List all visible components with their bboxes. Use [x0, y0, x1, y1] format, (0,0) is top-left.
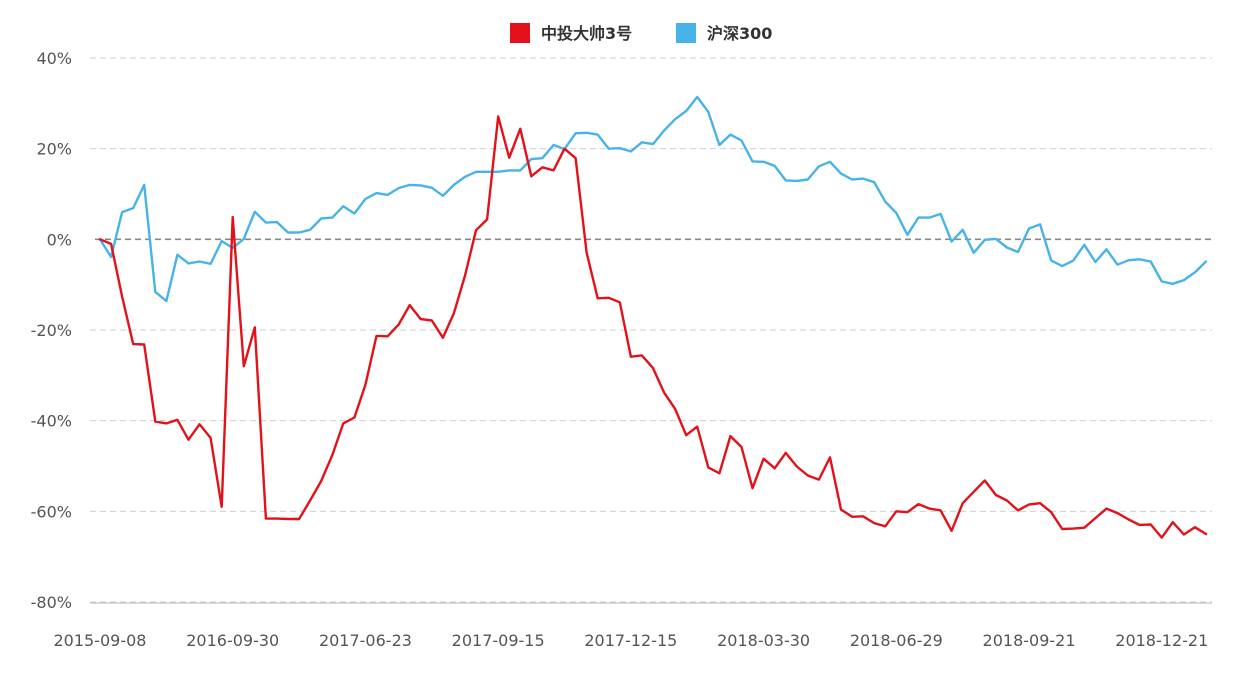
x-tick-label: 2018-12-21	[1115, 631, 1208, 650]
y-tick-label: 0%	[47, 230, 72, 249]
series-line-index	[98, 95, 1208, 303]
x-axis: 2015-09-08 2016-09-30 2017-06-23 2017-09-15…	[54, 602, 1212, 650]
y-tick-label: -60%	[31, 502, 72, 521]
legend-item[interactable]: 沪深300	[676, 23, 772, 43]
x-tick-label: 2017-09-15	[452, 631, 545, 650]
legend-swatch	[510, 23, 530, 43]
legend-label: 沪深300	[707, 24, 772, 43]
x-tick-label: 2018-06-29	[850, 631, 943, 650]
y-tick-label: -20%	[31, 321, 72, 340]
legend-swatch	[676, 23, 696, 43]
legend-label: 中投大帅3号	[541, 24, 632, 43]
grid-lines	[90, 57, 1212, 603]
x-tick-label: 2018-09-21	[983, 631, 1076, 650]
y-tick-label: 20%	[36, 140, 72, 159]
legend-item[interactable]: 中投大帅3号	[510, 23, 632, 43]
y-tick-label: -80%	[31, 593, 72, 612]
x-tick-label: 2016-09-30	[186, 631, 279, 650]
series-lines	[98, 95, 1208, 539]
x-tick-label: 2015-09-08	[54, 631, 147, 650]
series-line-fund	[98, 115, 1208, 539]
y-tick-label: -40%	[31, 412, 72, 431]
x-tick-label: 2018-03-30	[717, 631, 810, 650]
x-tick-label: 2017-06-23	[319, 631, 412, 650]
y-axis: 40% 20% 0% -20% -40% -60% -80%	[31, 49, 72, 612]
legend[interactable]: 中投大帅3号 沪深300	[510, 23, 772, 43]
y-tick-label: 40%	[36, 49, 72, 68]
x-tick-label: 2017-12-15	[584, 631, 677, 650]
